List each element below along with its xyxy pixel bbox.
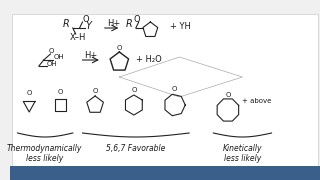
Text: O: O (225, 92, 231, 98)
Text: R: R (63, 19, 70, 29)
Text: OH: OH (47, 61, 57, 67)
Text: O: O (131, 87, 137, 93)
Text: O: O (92, 88, 98, 94)
Text: Kinetically
less likely: Kinetically less likely (223, 144, 262, 163)
Text: X–H: X–H (70, 33, 86, 42)
Text: 5,6,7 Favorable: 5,6,7 Favorable (106, 144, 165, 153)
Text: + YH: + YH (170, 22, 191, 31)
Text: Y: Y (85, 21, 92, 31)
FancyBboxPatch shape (12, 14, 318, 178)
Text: H+: H+ (107, 19, 120, 28)
Text: O: O (172, 86, 177, 92)
Text: H+: H+ (84, 51, 98, 60)
Text: O: O (49, 48, 54, 54)
Text: O: O (83, 15, 89, 24)
Text: Thermodynamically
less likely: Thermodynamically less likely (7, 144, 82, 163)
Text: O: O (58, 89, 63, 95)
FancyBboxPatch shape (10, 166, 320, 180)
Text: O: O (27, 90, 32, 96)
Text: + H₂O: + H₂O (136, 55, 162, 64)
Text: O: O (134, 15, 140, 24)
Text: R: R (126, 19, 133, 29)
Text: O: O (116, 45, 122, 51)
Text: OH: OH (53, 54, 64, 60)
Text: + above: + above (243, 98, 272, 104)
